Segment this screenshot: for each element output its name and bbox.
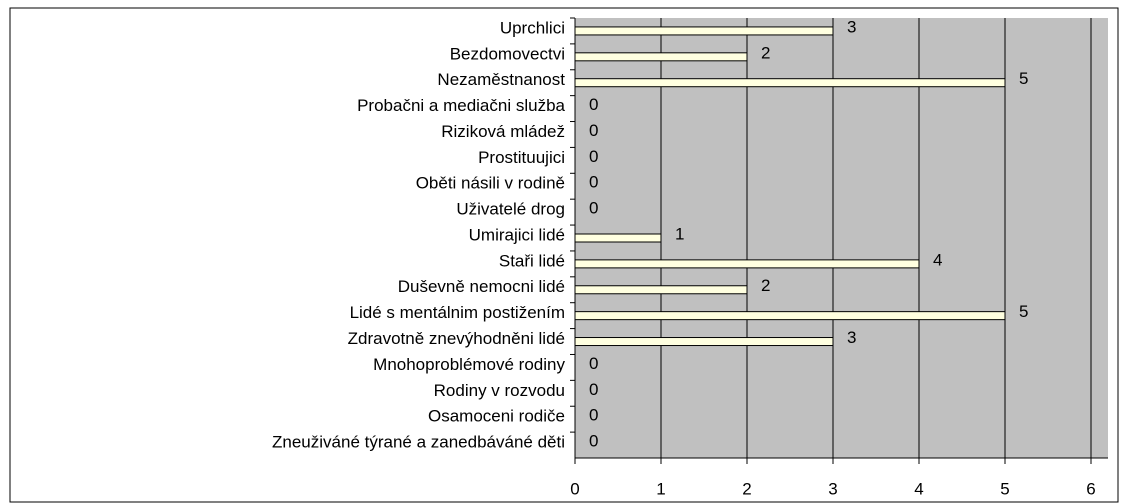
y-tick-label: Umirajici lidé (469, 225, 565, 244)
y-tick-label: Bezdomovectvi (450, 44, 565, 63)
value-label: 0 (589, 432, 598, 451)
bar (574, 259, 920, 269)
y-tick-label: Lidé s mentálnim postižením (350, 303, 565, 322)
value-label: 1 (675, 224, 684, 243)
x-tick-label: 5 (1000, 479, 1009, 498)
bar (574, 285, 748, 295)
y-tick-label: Zneuživáné týrané a zanedbáváné děti (272, 433, 565, 452)
value-label: 4 (933, 250, 942, 269)
y-tick-label: Rodiny v rozvodu (434, 381, 565, 400)
value-label: 0 (589, 406, 598, 425)
x-tick-label: 6 (1086, 479, 1095, 498)
y-tick-label: Oběti násili v rodině (416, 174, 565, 193)
value-label: 3 (847, 17, 856, 36)
value-label: 0 (589, 121, 598, 140)
bar (574, 337, 834, 347)
x-tick-label: 0 (570, 479, 579, 498)
y-tick-label: Osamoceni rodiče (428, 407, 565, 426)
x-tick-label: 3 (828, 479, 837, 498)
x-tick-label: 1 (656, 479, 665, 498)
y-tick-label: Duševně nemocni lidé (398, 277, 565, 296)
y-tick-label: Nezaměstnanost (437, 70, 565, 89)
value-label: 0 (589, 173, 598, 192)
bar (574, 233, 662, 243)
value-label: 2 (761, 276, 770, 295)
value-label: 0 (589, 380, 598, 399)
value-label: 0 (589, 354, 598, 373)
bar (574, 26, 834, 36)
plot-area (575, 18, 1108, 458)
y-tick-label: Staři lidé (499, 251, 565, 270)
bar (574, 311, 1006, 321)
y-tick-label: Riziková mládež (441, 122, 565, 141)
value-label: 0 (589, 199, 598, 218)
y-tick-label: Uživatelé drog (456, 200, 565, 219)
bar (574, 78, 1006, 88)
x-tick-label: 2 (742, 479, 751, 498)
y-tick-label: Zdravotně znevýhodněni lidé (348, 329, 565, 348)
y-tick-label: Probačni a mediačni služba (357, 96, 565, 115)
y-tick-label: Uprchlici (500, 18, 565, 37)
value-label: 5 (1019, 69, 1028, 88)
value-label: 0 (589, 147, 598, 166)
bar (574, 52, 748, 62)
y-tick-label: Prostituujici (478, 148, 565, 167)
y-tick-label: Mnohoproblémové rodiny (373, 355, 565, 374)
value-label: 2 (761, 43, 770, 62)
value-label: 3 (847, 328, 856, 347)
x-tick-label: 4 (914, 479, 923, 498)
frame (9, 7, 1119, 503)
value-label: 5 (1019, 302, 1028, 321)
value-label: 0 (589, 95, 598, 114)
